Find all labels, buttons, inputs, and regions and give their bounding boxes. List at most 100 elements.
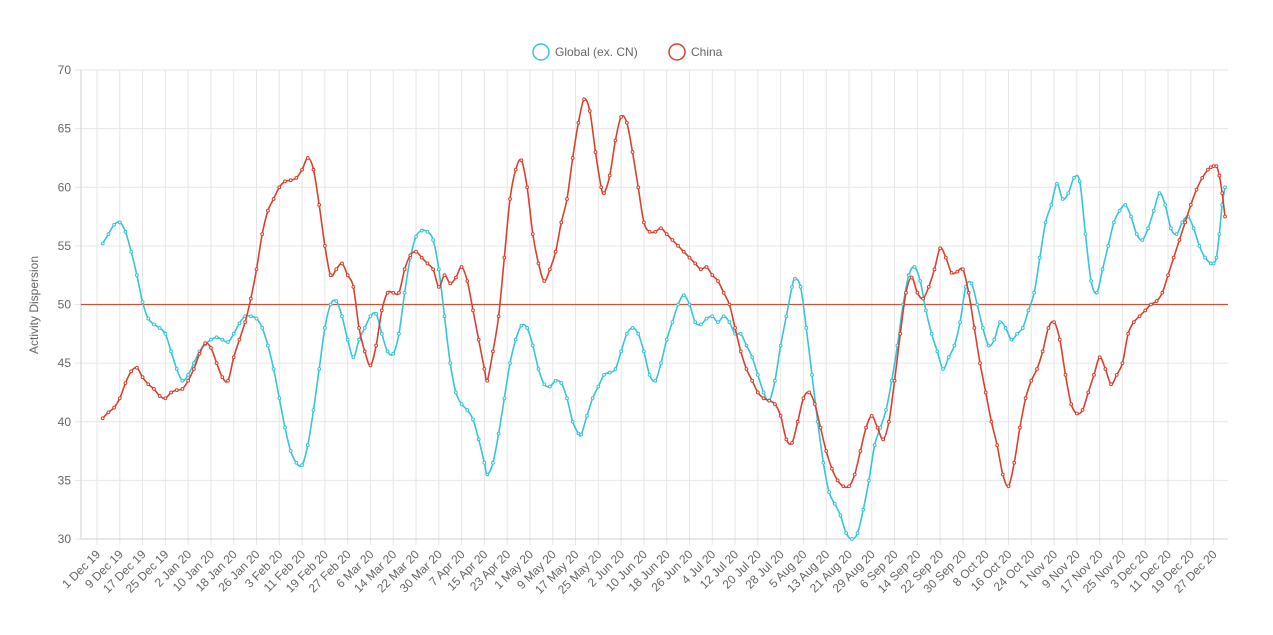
- data-point-global: [659, 361, 663, 366]
- data-point-global: [642, 349, 646, 354]
- data-point-china: [174, 388, 179, 392]
- data-point-global: [294, 460, 299, 465]
- data-point-china: [790, 440, 794, 445]
- data-point-china: [733, 326, 737, 330]
- data-point-china: [485, 378, 490, 383]
- data-point-china: [231, 355, 236, 360]
- data-point-global: [804, 326, 809, 330]
- data-point-global: [508, 361, 512, 366]
- data-point-global: [391, 351, 396, 356]
- data-point-china: [989, 419, 994, 424]
- data-point-china: [570, 156, 575, 160]
- data-point-china: [1137, 314, 1142, 319]
- data-point-global: [1134, 232, 1139, 237]
- data-point-china: [1046, 326, 1051, 330]
- data-point-china: [146, 382, 151, 387]
- data-point-global: [912, 265, 917, 269]
- data-point-china: [283, 179, 287, 184]
- data-point-global: [579, 432, 584, 437]
- data-point-global: [542, 382, 547, 387]
- data-point-china: [983, 390, 988, 395]
- data-point-china: [915, 290, 920, 295]
- data-point-china: [548, 267, 552, 272]
- data-point-china: [140, 375, 145, 380]
- data-point-global: [328, 302, 333, 307]
- data-point-china: [653, 229, 658, 234]
- data-point-global: [1100, 267, 1105, 272]
- data-point-china: [542, 279, 547, 283]
- data-point-china: [117, 396, 122, 401]
- data-point-china: [841, 484, 846, 489]
- data-point-global: [129, 249, 134, 254]
- data-point-global: [357, 337, 361, 342]
- data-point-china: [716, 279, 720, 283]
- data-point-global: [368, 314, 373, 319]
- data-point-china: [163, 396, 168, 401]
- data-point-global: [283, 425, 287, 430]
- data-point-global: [1211, 261, 1216, 266]
- data-point-china: [904, 290, 908, 295]
- data-point-china: [391, 290, 396, 295]
- data-point-global: [530, 343, 535, 348]
- data-point-global: [100, 241, 105, 246]
- data-point-global: [952, 343, 957, 348]
- data-point-global: [861, 507, 866, 512]
- data-point-global: [345, 337, 350, 342]
- data-point-china: [169, 390, 173, 395]
- data-point-china: [1040, 349, 1045, 354]
- data-point-global: [698, 322, 703, 327]
- series-global: [100, 174, 1227, 541]
- data-point-china: [1223, 214, 1227, 219]
- data-point-china: [553, 249, 558, 254]
- data-point-global: [975, 302, 980, 307]
- data-point-china: [576, 120, 581, 125]
- data-point-china: [961, 267, 965, 272]
- data-point-global: [226, 340, 230, 344]
- data-point-china: [448, 281, 453, 286]
- data-point-china: [525, 185, 530, 190]
- data-point-global: [419, 228, 424, 233]
- data-point-global: [163, 331, 168, 336]
- data-point-china: [408, 253, 413, 258]
- data-point-global: [590, 396, 595, 401]
- data-point-china: [1131, 320, 1136, 324]
- data-point-china: [123, 381, 128, 385]
- data-point-global: [1146, 226, 1150, 231]
- data-point-china: [1000, 472, 1005, 477]
- data-point-china: [943, 255, 948, 260]
- data-point-china: [425, 261, 430, 266]
- legend-item-china[interactable]: China: [668, 43, 723, 61]
- data-point-global: [1223, 185, 1227, 190]
- data-point-global: [790, 285, 794, 289]
- data-point-global: [317, 367, 322, 371]
- legend-item-global[interactable]: Global (ex. CN): [532, 43, 638, 61]
- data-point-global: [237, 321, 242, 326]
- data-point-global: [929, 331, 934, 336]
- legend-label-china: China: [691, 45, 723, 59]
- data-point-global: [792, 276, 797, 281]
- data-point-global: [106, 232, 111, 237]
- data-point-china: [852, 472, 857, 477]
- data-point-global: [1043, 220, 1048, 225]
- data-point-china: [1080, 408, 1085, 412]
- data-point-global: [496, 431, 501, 436]
- data-point-china: [414, 249, 418, 254]
- data-point-global: [1003, 326, 1008, 330]
- data-point-global: [570, 419, 575, 424]
- data-point-global: [810, 372, 814, 377]
- data-point-china: [835, 478, 840, 483]
- data-point-china: [419, 255, 424, 260]
- data-point-global: [565, 396, 569, 401]
- data-point-china: [1220, 191, 1225, 196]
- data-point-china: [322, 243, 327, 248]
- data-point-global: [220, 337, 225, 342]
- data-point-global: [755, 372, 760, 377]
- data-point-china: [593, 150, 598, 154]
- y-tick-label: 30: [58, 532, 72, 546]
- data-point-china: [402, 267, 407, 272]
- data-point-global: [884, 408, 888, 412]
- data-point-china: [1206, 167, 1210, 172]
- data-point-global: [465, 408, 470, 412]
- data-point-china: [476, 337, 481, 342]
- data-point-china: [112, 405, 116, 410]
